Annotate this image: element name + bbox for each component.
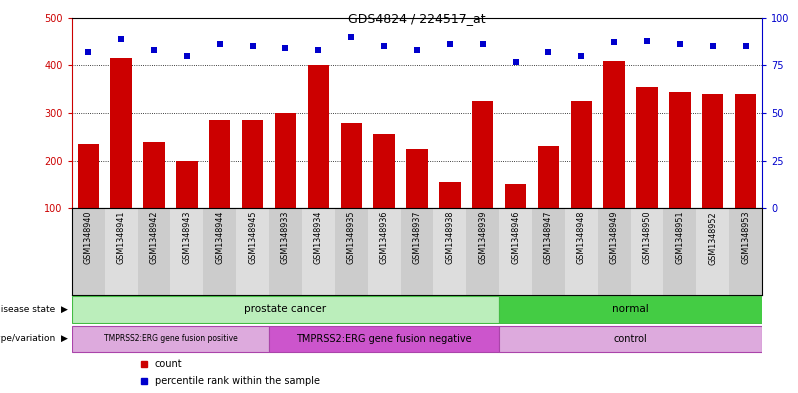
Bar [735,94,757,208]
Text: GSM1348933: GSM1348933 [281,211,290,264]
Bar [636,87,658,208]
Bar [242,120,263,208]
Text: GSM1348950: GSM1348950 [642,211,651,264]
Text: genotype/variation  ▶: genotype/variation ▶ [0,334,68,343]
Bar [571,101,592,208]
Text: TMPRSS2:ERG gene fusion positive: TMPRSS2:ERG gene fusion positive [104,334,237,343]
Bar [663,208,697,295]
Text: GSM1348953: GSM1348953 [741,211,750,264]
Point [674,41,686,48]
Bar [176,161,198,208]
Text: normal: normal [612,305,649,314]
Bar [472,101,493,208]
Bar [702,94,724,208]
Bar [171,208,203,295]
Bar [144,141,164,208]
Bar [308,65,329,208]
Text: GSM1348937: GSM1348937 [413,211,421,264]
Text: GSM1348942: GSM1348942 [149,211,159,264]
Text: GSM1348945: GSM1348945 [248,211,257,264]
Text: percentile rank within the sample: percentile rank within the sample [155,376,320,386]
Bar [630,208,663,295]
Point [115,35,128,42]
Bar [72,326,269,352]
Bar [72,296,499,323]
Bar [598,208,630,295]
Text: prostate cancer: prostate cancer [244,305,326,314]
Bar [203,208,236,295]
Point [82,49,95,55]
Point [444,41,456,48]
Text: GSM1348948: GSM1348948 [577,211,586,264]
Text: GSM1348941: GSM1348941 [117,211,125,264]
Text: GDS4824 / 224517_at: GDS4824 / 224517_at [348,12,486,25]
Text: GSM1348943: GSM1348943 [183,211,192,264]
Point [739,43,752,50]
Text: GSM1348951: GSM1348951 [675,211,685,264]
Point [247,43,259,50]
Bar [532,208,565,295]
Text: control: control [614,334,647,344]
Bar [505,184,526,208]
Bar [110,58,132,208]
Bar [236,208,269,295]
Point [279,45,292,51]
Point [608,39,621,46]
Bar [538,146,559,208]
Bar [499,326,762,352]
Point [575,53,587,59]
Text: count: count [155,359,182,369]
Point [706,43,719,50]
Bar [565,208,598,295]
Bar [499,296,762,323]
Text: GSM1348946: GSM1348946 [511,211,520,264]
Point [476,41,489,48]
Text: GSM1348949: GSM1348949 [610,211,618,264]
Bar [137,208,171,295]
Point [377,43,390,50]
Point [509,59,522,65]
Bar [209,120,231,208]
Bar [105,208,137,295]
Bar [401,208,433,295]
Bar [72,208,105,295]
Bar [373,134,395,208]
Text: GSM1348935: GSM1348935 [346,211,356,264]
Text: GSM1348938: GSM1348938 [445,211,454,264]
Bar [433,208,466,295]
Bar [368,208,401,295]
Text: GSM1348934: GSM1348934 [314,211,323,264]
Point [213,41,226,48]
Text: GSM1348944: GSM1348944 [215,211,224,264]
Point [312,47,325,53]
Bar [603,61,625,208]
Bar [670,92,690,208]
Text: disease state  ▶: disease state ▶ [0,305,68,314]
Bar [77,144,99,208]
Point [180,53,193,59]
Bar [466,208,499,295]
Bar [275,113,296,208]
Text: GSM1348936: GSM1348936 [380,211,389,264]
Point [641,37,654,44]
Bar [697,208,729,295]
Bar [439,182,460,208]
Bar [269,326,499,352]
Bar [499,208,532,295]
Bar [302,208,335,295]
Point [542,49,555,55]
Point [345,33,358,40]
Bar [729,208,762,295]
Bar [335,208,368,295]
Bar [406,149,428,208]
Text: TMPRSS2:ERG gene fusion negative: TMPRSS2:ERG gene fusion negative [296,334,472,344]
Bar [341,123,362,208]
Bar [269,208,302,295]
Point [148,47,160,53]
Point [410,47,423,53]
Text: GSM1348952: GSM1348952 [709,211,717,264]
Text: GSM1348940: GSM1348940 [84,211,93,264]
Text: GSM1348939: GSM1348939 [478,211,488,264]
Text: GSM1348947: GSM1348947 [544,211,553,264]
